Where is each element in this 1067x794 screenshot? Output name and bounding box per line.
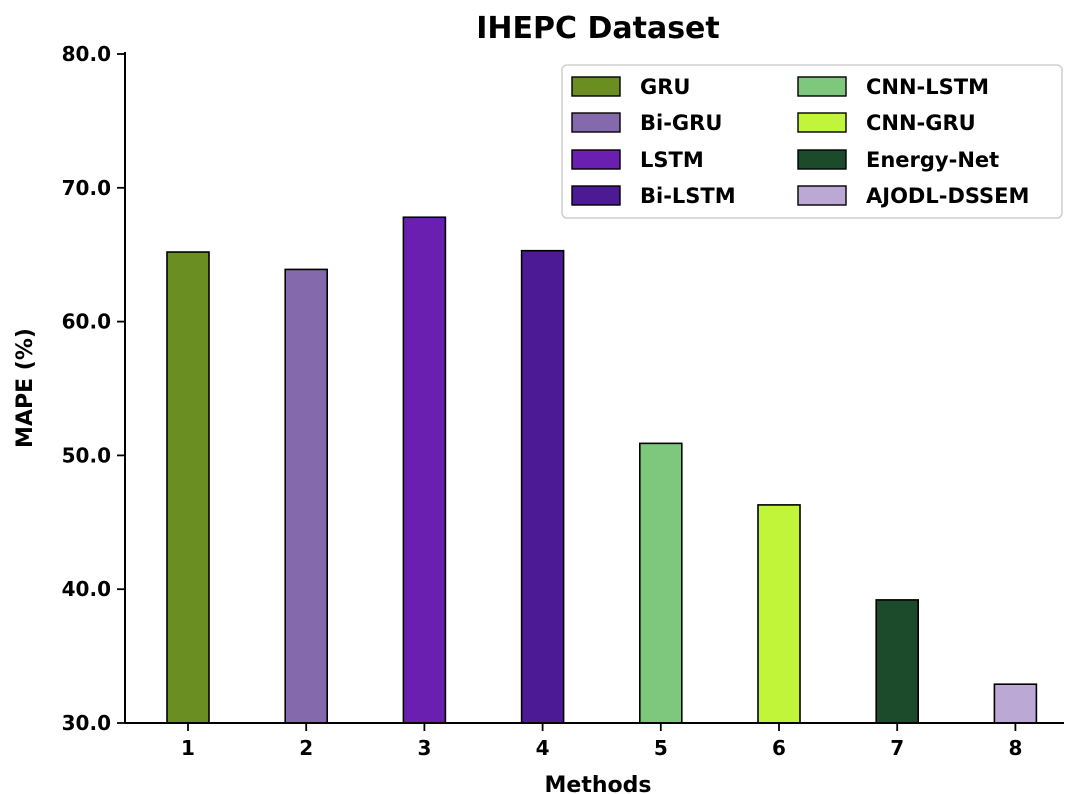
y-tick-label: 50.0 [62,443,111,467]
x-tick-label: 7 [890,736,904,760]
legend-label: LSTM [640,148,704,172]
y-tick-label: 60.0 [62,310,111,334]
x-tick-label: 2 [299,736,313,760]
legend-swatch [797,185,847,206]
legend-swatch [797,149,847,170]
y-tick-label: 80.0 [62,42,111,66]
legend-label: CNN-LSTM [866,75,989,99]
legend-swatch [571,185,621,206]
legend-label: AJODL-DSSEM [866,184,1029,208]
bar-ajodl-dssem [993,683,1038,724]
legend-label: GRU [640,75,690,99]
legend-label: Bi-LSTM [640,184,736,208]
x-axis-label: Methods [545,773,652,794]
y-axis-label: MAPE (%) [13,328,38,448]
bar-bi-gru [284,268,329,724]
bar-bi-lstm [520,249,565,724]
x-tick-label: 1 [181,736,195,760]
bar-energy-net [875,599,920,724]
x-tick-label: 5 [654,736,668,760]
legend: GRU Bi-GRU LSTM Bi-LSTM CNN-LSTM CNN-GRU Energ… [561,64,1063,219]
bar-cnn-gru [757,504,801,724]
legend-swatch [797,76,847,97]
legend-frame [561,64,1063,219]
plot-area: 30.0 40.0 50.0 60.0 70.0 80.0 1 2 3 4 5 6 7 8 [62,42,1064,760]
legend-swatch [797,112,847,133]
chart-title: IHEPC Dataset [476,11,720,46]
bar-gru [166,251,210,724]
legend-swatch [571,112,621,133]
y-tick-label: 70.0 [62,176,111,200]
legend-label: Energy-Net [866,148,999,172]
legend-swatch [571,76,621,97]
y-tick-label: 30.0 [62,711,111,735]
legend-swatch [571,149,621,170]
x-tick-label: 8 [1008,736,1022,760]
bar-cnn-lstm [638,442,683,724]
x-tick-label: 6 [772,736,786,760]
bar-lstm [402,216,447,724]
x-tick-label: 3 [417,736,431,760]
legend-label: Bi-GRU [640,111,722,135]
y-tick-label: 40.0 [62,577,111,601]
legend-label: CNN-GRU [866,111,976,135]
x-tick-label: 4 [536,736,550,760]
